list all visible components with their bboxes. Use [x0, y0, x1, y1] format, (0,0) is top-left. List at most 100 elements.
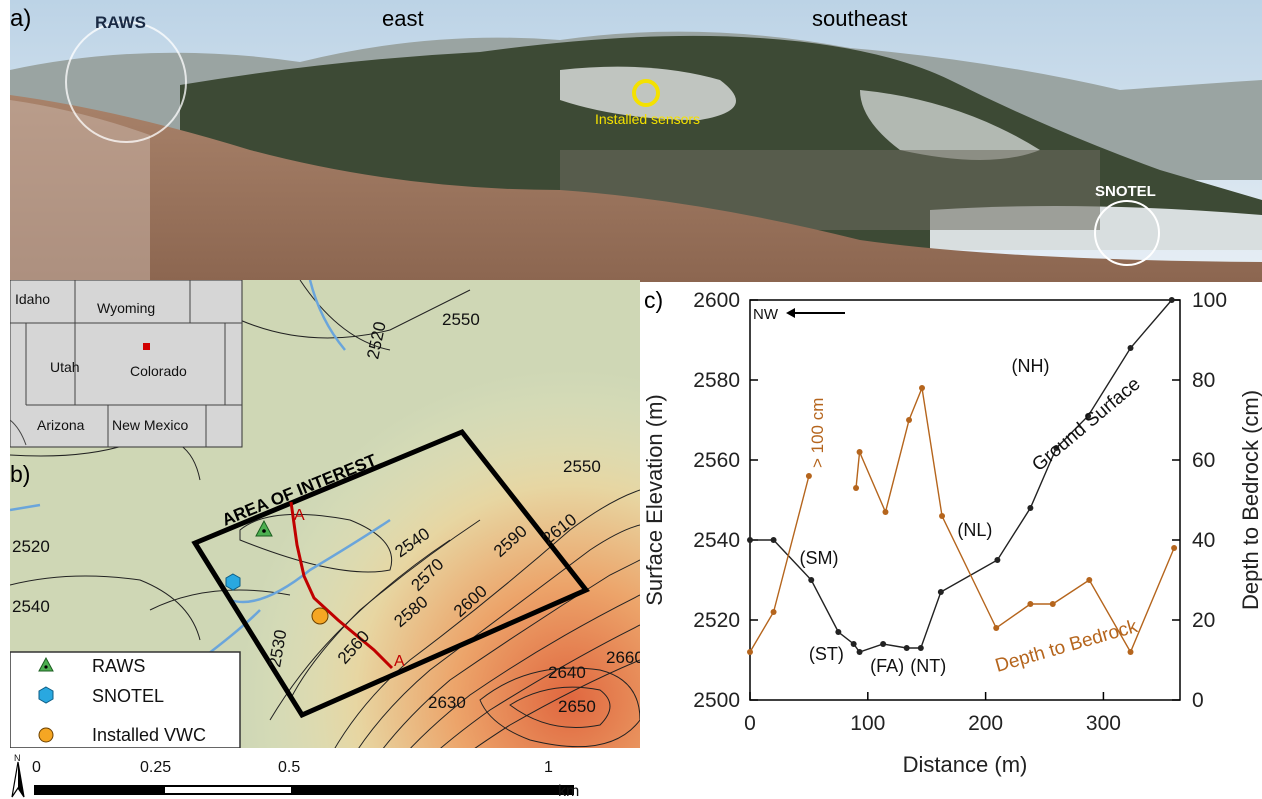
st-annotation: (ST): [809, 644, 844, 664]
y2-tick-label: 100: [1192, 289, 1227, 312]
north-arrow: N: [11, 753, 25, 798]
svg-text:2540: 2540: [12, 597, 50, 616]
svg-text:Utah: Utah: [50, 359, 80, 375]
svg-text:2640: 2640: [548, 663, 586, 682]
svg-text:2660: 2660: [606, 648, 640, 667]
svg-text:2630: 2630: [428, 693, 466, 712]
ground-surface-point: [747, 537, 753, 543]
legend-raws-label: RAWS: [92, 656, 145, 676]
meadow: [10, 95, 1262, 282]
ground-surface-point: [835, 629, 842, 635]
depth-to-bedrock-point: [805, 473, 812, 479]
ground-surface-point: [880, 641, 887, 647]
ground-surface-point: [808, 577, 815, 583]
direction-arrow-head: [786, 308, 795, 318]
svg-text:km: km: [558, 783, 579, 799]
map-legend: RAWS SNOTEL Installed VWC: [10, 651, 241, 749]
x-tick-label: 0: [744, 712, 756, 735]
depth-to-bedrock-point: [1027, 601, 1034, 607]
y-tick-label: 2520: [693, 609, 740, 632]
svg-text:Idaho: Idaho: [15, 291, 50, 307]
ground-surface-point: [1027, 505, 1034, 511]
ground-surface-point: [1168, 297, 1175, 303]
depth-to-bedrock-point: [882, 509, 889, 515]
depth-to-bedrock-point: [919, 385, 925, 391]
legend-vwc-label: Installed VWC: [92, 725, 206, 745]
installed-sensors-label: Installed sensors: [595, 111, 700, 127]
y-tick-label: 2500: [693, 689, 740, 712]
legend-snotel-label: SNOTEL: [92, 686, 164, 706]
inset-map: Idaho Wyoming Utah Colorado Arizona New …: [10, 280, 243, 448]
ground-surface-point: [903, 645, 910, 651]
snotel-circle: [1094, 200, 1160, 266]
ground-surface-annotation: Ground Surface: [1028, 374, 1144, 476]
ground-surface-line: [750, 299, 1173, 653]
svg-text:N: N: [14, 753, 21, 763]
x-axis-label: Distance (m): [903, 752, 1028, 777]
svg-text:Wyoming: Wyoming: [97, 300, 155, 316]
ground-surface-point: [937, 589, 944, 595]
depth-to-bedrock-point: [939, 513, 946, 519]
ground-surface-point: [1085, 413, 1092, 419]
depth-to-bedrock-point: [993, 625, 1000, 631]
svg-text:1: 1: [544, 759, 553, 776]
raws-photo-label: RAWS: [95, 13, 146, 32]
y2-tick-label: 60: [1192, 449, 1215, 472]
snotel-marker: [225, 573, 241, 591]
sensor-circle: [632, 79, 660, 107]
fa-annotation: (FA): [870, 656, 904, 676]
legend-snotel-icon: [38, 686, 54, 704]
ground-surface-point: [917, 645, 924, 651]
sm-annotation: (SM): [799, 548, 838, 568]
svg-text:0.25: 0.25: [140, 759, 171, 776]
svg-text:2650: 2650: [558, 697, 596, 716]
svg-text:0.5: 0.5: [278, 759, 300, 776]
depth-to-bedrock-point: [1049, 601, 1056, 607]
raws-marker: [255, 519, 273, 537]
svg-text:2550: 2550: [563, 457, 601, 476]
ground-surface-point: [994, 557, 1001, 563]
panel-c-label: c): [644, 287, 663, 313]
panel-a-photo: a) RAWS east southeast Installed sensors…: [10, 0, 1262, 282]
transect-start-label: A: [294, 507, 305, 524]
vwc-marker: [311, 607, 329, 625]
depth-to-bedrock-point: [1171, 545, 1178, 551]
east-label: east: [382, 6, 424, 31]
depth-to-bedrock-point: [853, 485, 860, 491]
legend-vwc-icon: [38, 727, 54, 743]
gt100-annotation: > 100 cm: [808, 398, 827, 468]
svg-text:2520: 2520: [12, 537, 50, 556]
ground-surface-point: [856, 649, 863, 655]
plot-frame: [749, 299, 1181, 701]
svg-text:Arizona: Arizona: [37, 417, 85, 433]
y-tick-label: 2560: [693, 449, 740, 472]
svg-text:New Mexico: New Mexico: [112, 417, 188, 433]
panel-b-label: b): [10, 461, 30, 487]
nt-annotation: (NT): [910, 656, 946, 676]
depth-to-bedrock-point: [906, 417, 913, 423]
chart-plot: 0 100 200 300 2500 2520 2540 2560 2580 2600 0 20 40 6…: [642, 289, 1262, 777]
transect-line: [289, 501, 394, 670]
snotel-photo-label: SNOTEL: [1095, 183, 1156, 200]
svg-text:Colorado: Colorado: [130, 363, 187, 379]
southeast-label: southeast: [812, 6, 907, 31]
depth-to-bedrock-point: [1127, 649, 1134, 655]
x-tick-label: 100: [850, 712, 885, 735]
y2-axis-label: Depth to Bedrock (cm): [1238, 390, 1262, 610]
ground-surface-point: [770, 537, 777, 543]
svg-text:2550: 2550: [442, 310, 480, 329]
study-site-marker: [143, 343, 150, 350]
depth-to-bedrock-point: [770, 609, 777, 615]
panel-c-chart: c) 0 100 200 300 2500 2520 2540 2560 2580 2600 0 20…: [642, 287, 1262, 777]
nh-annotation: (NH): [1012, 356, 1050, 376]
x-tick-label: 200: [968, 712, 1003, 735]
y2-tick-label: 80: [1192, 369, 1215, 392]
y-axis-label: Surface Elevation (m): [642, 394, 667, 606]
panel-a-label: a): [10, 5, 31, 32]
ground-surface-point: [1053, 445, 1060, 451]
panel-b-map: AREA OF INTEREST A A 2520 2550 2520 2540…: [10, 280, 640, 799]
area-of-interest-box: [191, 428, 590, 719]
nl-annotation: (NL): [957, 520, 992, 540]
y2-tick-label: 0: [1192, 689, 1204, 712]
depth-to-bedrock-annotation: Depth to Bedrock: [993, 616, 1140, 677]
